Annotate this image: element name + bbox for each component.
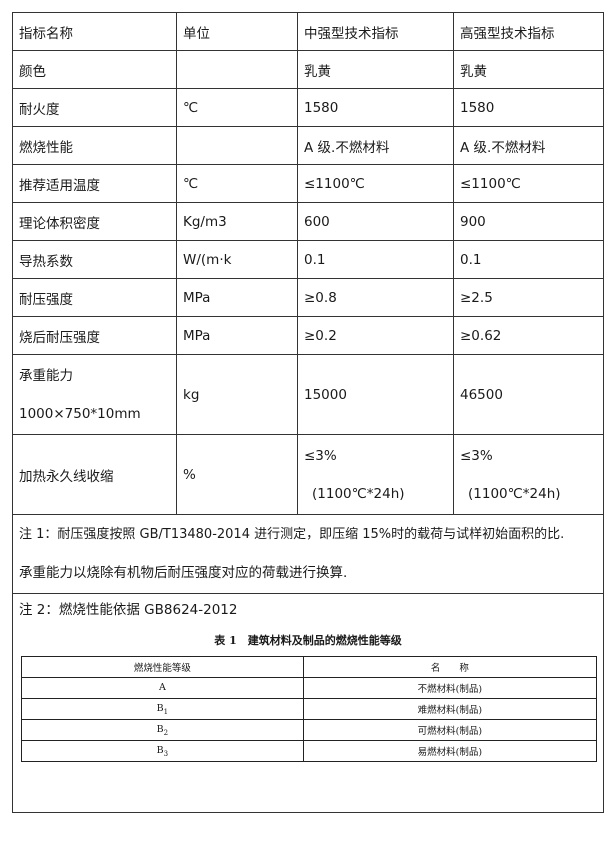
header-cell: 高强型技术指标 [453,12,604,51]
grade-cell: B3 [21,740,304,762]
table-cell: % [176,434,298,515]
table-cell: ≥0.2 [297,316,454,355]
table-row: 颜色 乳黄 乳黄 [12,50,604,89]
note2-text: 注 2：燃烧性能依据 GB8624-2012 [19,602,238,618]
table-cell: ≥0.8 [297,278,454,317]
table-cell: 乳黄 [297,50,454,89]
table-cell: 承重能力 1000×750*10mm [12,354,177,435]
table-cell: 1580 [297,88,454,127]
subtable-row: B3 易燃材料(制品) [21,740,598,762]
table-cell: A 级.不燃材料 [453,126,604,165]
grade-letter: A [158,681,166,693]
table-row: 承重能力 1000×750*10mm kg 15000 46500 [12,354,604,435]
table-cell: 0.1 [297,240,454,279]
table-row: 耐压强度 MPa ≥0.8 ≥2.5 [12,278,604,317]
table-row: 加热永久线收缩 % ≤3% (1100℃*24h) ≤3% (1100℃*24h) [12,434,604,515]
spec-table: 指标名称 单位 中强型技术指标 高强型技术指标 颜色 乳黄 乳黄 耐火度 ℃ 1580 15… [12,12,604,813]
table-cell: MPa [176,316,298,355]
table-cell: 900 [453,202,604,241]
name-cell: 难燃材料(制品) [302,698,598,720]
note2-row: 注 2：燃烧性能依据 GB8624-2012 表 1 建筑材料及制品的燃烧性能等… [12,593,604,813]
table-header-row: 指标名称 单位 中强型技术指标 高强型技术指标 [12,12,604,51]
grade-cell: B2 [21,719,304,741]
table-cell: 耐压强度 [12,278,177,317]
table-cell: 加热永久线收缩 [12,434,177,515]
note1-row: 注 1：耐压强度按照 GB/T13480-2014 进行测定，即压缩 15%时的… [12,514,604,594]
table-cell: 烧后耐压强度 [12,316,177,355]
table-cell: ≥0.62 [453,316,604,355]
table-cell: 颜色 [12,50,177,89]
table-cell: ℃ [176,164,298,203]
table-row: 推荐适用温度 ℃ ≤1100℃ ≤1100℃ [12,164,604,203]
name-cell: 不燃材料(制品) [302,677,598,699]
grade-subscript: 2 [163,728,169,737]
subtable-caption: 表 1 建筑材料及制品的燃烧性能等级 [214,634,402,647]
header-cell: 单位 [176,12,298,51]
table-cell: 46500 [453,354,604,435]
table-cell: 耐火度 [12,88,177,127]
table-row: 理论体积密度 Kg/m3 600 900 [12,202,604,241]
table-cell: 导热系数 [12,240,177,279]
table-cell: 燃烧性能 [12,126,177,165]
table-cell: W/(m·k [176,240,298,279]
table-cell: ℃ [176,88,298,127]
note-line: 注 1：耐压强度按照 GB/T13480-2014 进行测定，即压缩 15%时的… [19,527,565,542]
table-cell: Kg/m3 [176,202,298,241]
table-cell: 1580 [453,88,604,127]
name-cell: 可燃材料(制品) [302,719,598,741]
grade-cell: B1 [21,698,304,720]
grade-letter: B [156,744,164,756]
subtable-row: A 不燃材料(制品) [21,677,598,699]
table-cell: kg [176,354,298,435]
subtable-row: B2 可燃材料(制品) [21,719,598,741]
table-row: 燃烧性能 A 级.不燃材料 A 级.不燃材料 [12,126,604,165]
table-cell: ≤3% (1100℃*24h) [453,434,604,515]
table-cell [176,126,298,165]
cell-line: (1100℃*24h) [312,485,405,502]
cell-line: (1100℃*24h) [468,485,561,502]
table-cell: 乳黄 [453,50,604,89]
note-line: 承重能力以烧除有机物后耐压强度对应的荷载进行换算. [19,565,348,581]
note1: 注 1：耐压强度按照 GB/T13480-2014 进行测定，即压缩 15%时的… [12,514,604,594]
note2: 注 2：燃烧性能依据 GB8624-2012 表 1 建筑材料及制品的燃烧性能等… [12,593,604,813]
table-cell: ≤1100℃ [453,164,604,203]
grade-subscript: 1 [163,707,169,716]
table-row: 烧后耐压强度 MPa ≥0.2 ≥0.62 [12,316,604,355]
cell-line: ≤3% [460,447,493,464]
table-cell: ≤3% (1100℃*24h) [297,434,454,515]
header-cell: 中强型技术指标 [297,12,454,51]
table-cell: MPa [176,278,298,317]
table-cell: ≤1100℃ [297,164,454,203]
subtable-header-row: 燃烧性能等级 名 称 [21,656,598,678]
table-row: 耐火度 ℃ 1580 1580 [12,88,604,127]
table-cell: 推荐适用温度 [12,164,177,203]
combustion-grade-table: 燃烧性能等级 名 称 A 不燃材料(制品) B1 难燃材料(制品) B2 可燃材料(制品)… [21,656,598,762]
cell-line: 承重能力 [19,367,73,384]
table-row: 导热系数 W/(m·k 0.1 0.1 [12,240,604,279]
table-cell: 理论体积密度 [12,202,177,241]
header-cell: 指标名称 [12,12,177,51]
table-cell: 15000 [297,354,454,435]
table-cell: 0.1 [453,240,604,279]
cell-line: 1000×750*10mm [19,405,141,422]
subtable-row: B1 难燃材料(制品) [21,698,598,720]
table-cell: A 级.不燃材料 [297,126,454,165]
cell-line: ≤3% [304,447,337,464]
grade-cell: A [21,677,304,699]
table-cell: ≥2.5 [453,278,604,317]
name-cell: 易燃材料(制品) [302,740,598,762]
grade-subscript: 3 [163,749,169,758]
table-cell [176,50,298,89]
grade-letter: B [156,723,164,735]
grade-letter: B [156,702,164,714]
header-cell: 燃烧性能等级 [21,656,304,678]
header-cell: 名 称 [302,656,598,678]
table-cell: 600 [297,202,454,241]
